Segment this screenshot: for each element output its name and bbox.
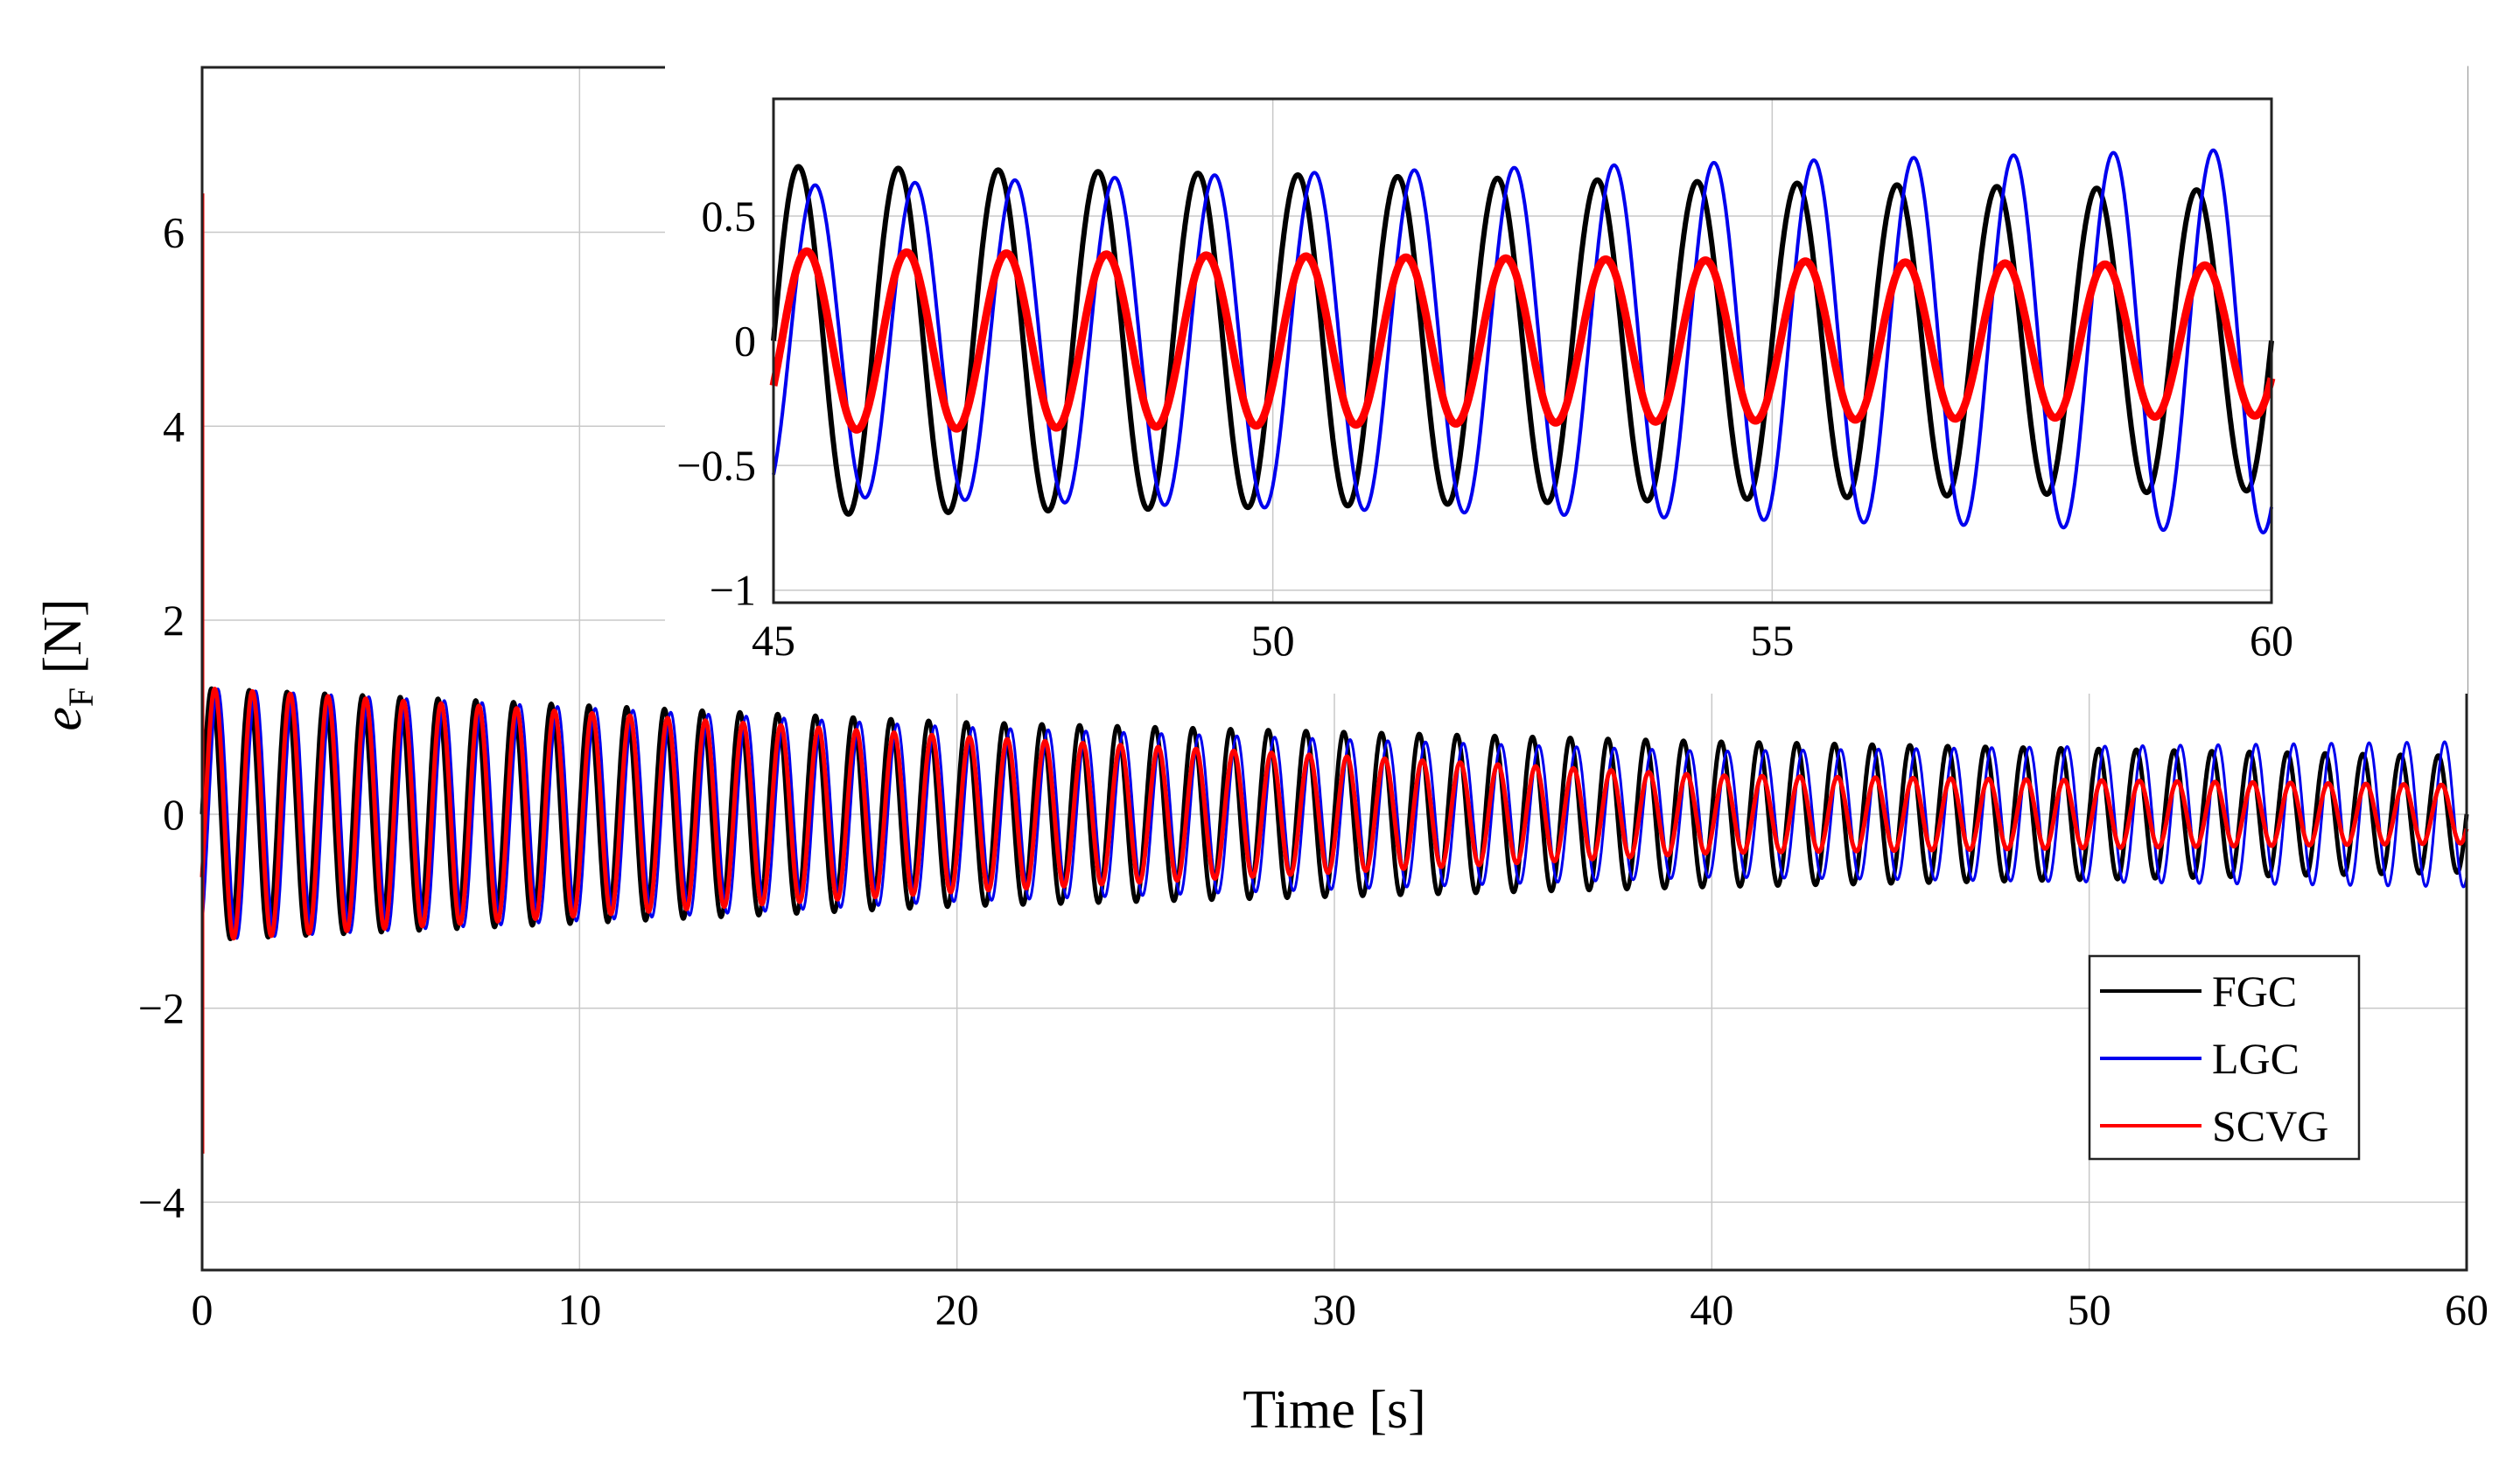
inset-series-lgc	[772, 148, 2273, 534]
main-xtick-label: 0	[192, 1285, 214, 1334]
main-ytick-label: 2	[163, 596, 185, 645]
x-axis-label: Time [s]	[1242, 1380, 1426, 1440]
main-xtick-label: 40	[1690, 1285, 1733, 1334]
main-ytick-label: 0	[163, 790, 185, 839]
main-series-scvg	[200, 687, 2469, 941]
main-xtick-label: 20	[935, 1285, 979, 1334]
inset-xtick-label: 60	[2250, 616, 2293, 665]
main-xtick-label: 50	[2068, 1285, 2111, 1334]
inset-ytick-label: −0.5	[676, 441, 756, 490]
inset-ytick-label: 0	[734, 317, 756, 366]
inset-xtick-label: 55	[1750, 616, 1794, 665]
main-xtick-label: 10	[557, 1285, 601, 1334]
y-axis-unit: [N]	[33, 598, 93, 674]
main-xtick-label: 30	[1312, 1285, 1356, 1334]
inset-ytick-label: 0.5	[702, 192, 757, 241]
inset-xtick-label: 45	[752, 616, 795, 665]
inset-series-scvg	[769, 247, 2276, 434]
main-series-fgc	[200, 686, 2469, 941]
inset-plot-frame	[772, 97, 2273, 604]
main-ytick-label: 6	[163, 208, 185, 257]
main-ytick-label: 4	[163, 401, 185, 450]
main-tick-labels: 0 10 20 30 40 50 60 −4 −2 0 2 4 6	[138, 208, 2488, 1334]
main-ytick-label: −2	[138, 984, 185, 1033]
inset-xtick-label: 50	[1251, 616, 1295, 665]
legend: FGC LGC SCVG	[2088, 954, 2361, 1161]
inset-series	[769, 148, 2276, 534]
legend-label-scvg: SCVG	[2212, 1101, 2328, 1150]
main-series-lgc	[200, 688, 2468, 940]
y-axis-subscript: F	[61, 688, 101, 707]
main-xtick-label: 60	[2445, 1285, 2488, 1334]
main-ytick-label: −4	[138, 1177, 185, 1226]
y-axis-symbol: e	[33, 707, 93, 731]
legend-label-lgc: LGC	[2212, 1034, 2300, 1083]
inset-tick-labels: 45 50 55 60 −1 −0.5 0 0.5	[676, 192, 2293, 665]
y-axis-label: eF [N]	[33, 598, 101, 730]
legend-label-fgc: FGC	[2212, 967, 2297, 1016]
inset-chart: 45 50 55 60 −1 −0.5 0 0.5	[665, 57, 2468, 694]
inset-series-fgc	[771, 164, 2274, 517]
inset-ytick-label: −1	[710, 566, 756, 615]
